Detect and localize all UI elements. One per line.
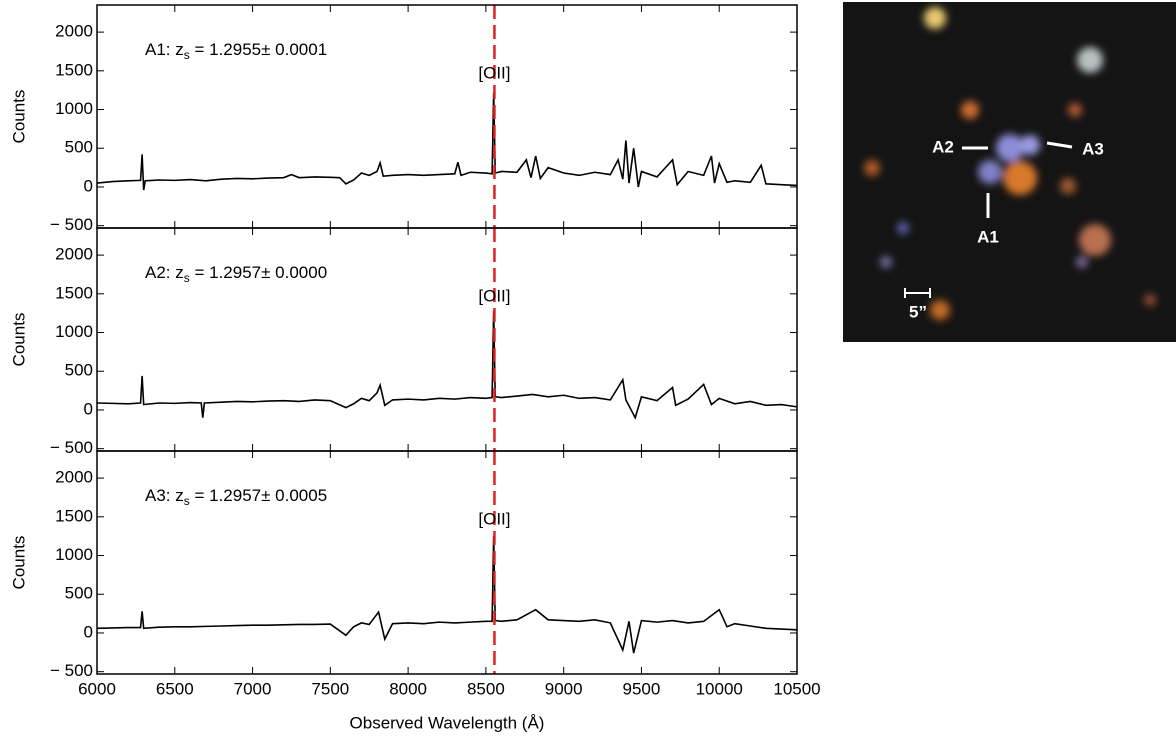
annotation-sub: s (184, 271, 190, 285)
spectrum-panel: − 500 0 500 1000 1500 2000 [OII] A2: zs = 1.295… (9, 227, 798, 457)
image-label: A3 (1082, 139, 1104, 158)
y-tick-label: 2000 (55, 245, 93, 264)
y-tick-label: − 500 (50, 438, 93, 457)
reference-label: [OII] (478, 63, 510, 82)
spectrum-line (96, 92, 798, 191)
spectrum-line (96, 310, 798, 420)
sky-image: A1 A2 A3 5” (843, 2, 1176, 342)
spectrum-panel: − 500 0 500 1000 1500 2000 6000 6500 7000 7500 800… (9, 450, 821, 732)
y-tick-label: 1000 (55, 99, 93, 118)
annotation-text: = 1.2957± 0.0005 (190, 486, 327, 505)
annotation-text: = 1.2957± 0.0000 (190, 263, 327, 282)
y-tick-label: 0 (84, 622, 93, 641)
image-label: 5” (909, 302, 927, 321)
y-axis-label: Counts (9, 313, 28, 367)
annotation: A2: zs = 1.2957± 0.0000 (145, 263, 327, 285)
reference-label: [OII] (478, 509, 510, 528)
x-tick-label: 8500 (467, 679, 505, 698)
y-axis-label: Counts (9, 536, 28, 590)
y-tick-label: 1500 (55, 60, 93, 79)
y-tick-label: 1000 (55, 322, 93, 341)
y-tick-label: 500 (65, 584, 93, 603)
x-axis-label: Observed Wavelength (Å) (350, 713, 545, 732)
panel-frame (96, 4, 798, 229)
x-tick-label: 6000 (78, 679, 116, 698)
y-tick-label: 0 (84, 399, 93, 418)
annotation-sub: s (184, 48, 190, 62)
x-tick-label: 7500 (311, 679, 349, 698)
annotation-text: A1: z (145, 40, 184, 59)
panel-frame (96, 450, 798, 675)
spectrum-panel: − 500 0 500 1000 1500 2000 [OII] A1: zs = 1.295… (9, 4, 798, 234)
spectrum-line (96, 536, 798, 654)
y-tick-label: 2000 (55, 22, 93, 41)
annotation-sub: s (184, 494, 190, 508)
annotation: A3: zs = 1.2957± 0.0005 (145, 486, 327, 508)
reference-label: [OII] (478, 286, 510, 305)
annotation-text: A3: z (145, 486, 184, 505)
annotation-text: = 1.2955± 0.0001 (190, 40, 327, 59)
y-tick-label: 500 (65, 138, 93, 157)
x-tick-label: 10500 (773, 679, 820, 698)
annotation-text: A2: z (145, 263, 184, 282)
image-label: A1 (977, 227, 999, 246)
x-tick-label: 9000 (545, 679, 583, 698)
y-tick-label: 2000 (55, 468, 93, 487)
y-tick-label: 1500 (55, 283, 93, 302)
x-tick-label: 6500 (156, 679, 194, 698)
y-tick-label: − 500 (50, 661, 93, 680)
y-tick-label: 0 (84, 176, 93, 195)
x-tick-label: 10000 (696, 679, 743, 698)
y-tick-label: 1500 (55, 506, 93, 525)
image-label: A2 (932, 137, 954, 156)
x-tick-label: 7000 (234, 679, 272, 698)
x-tick-label: 9500 (623, 679, 661, 698)
y-tick-label: 500 (65, 361, 93, 380)
y-tick-label: 1000 (55, 545, 93, 564)
annotation: A1: zs = 1.2955± 0.0001 (145, 40, 327, 62)
x-tick-label: 8000 (389, 679, 427, 698)
y-tick-label: − 500 (50, 215, 93, 234)
y-axis-label: Counts (9, 90, 28, 144)
